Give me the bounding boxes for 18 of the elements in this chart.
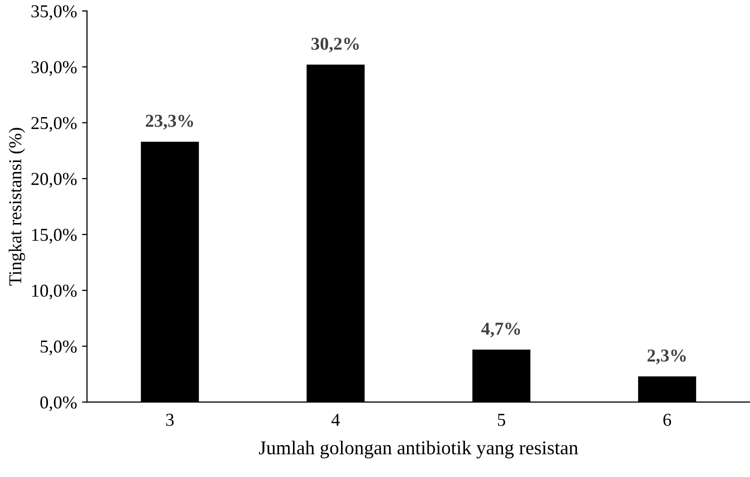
data-label: 2,3% bbox=[648, 349, 686, 364]
y-tick-label: 10,0% bbox=[32, 284, 77, 300]
x-tick-label: 3 bbox=[166, 414, 174, 426]
y-tick-label: 15,0% bbox=[32, 228, 77, 244]
y-tick-label: 5,0% bbox=[40, 340, 77, 356]
y-tick-label: 30,0% bbox=[32, 61, 77, 76]
x-axis-title: Jumlah golongan antibiotik yang resistan bbox=[259, 440, 578, 458]
y-tick-label: 0,0% bbox=[40, 396, 77, 412]
y-axis-title: Tingkat resistansi (%) bbox=[8, 128, 26, 286]
y-tick-label: 35,0% bbox=[32, 5, 77, 20]
data-label: 23,3% bbox=[146, 114, 194, 130]
data-label: 4,7% bbox=[481, 322, 520, 338]
data-label: 30,2% bbox=[311, 38, 359, 52]
x-tick-label: 5 bbox=[498, 414, 506, 426]
y-tick-label: 20,0% bbox=[31, 172, 77, 188]
x-tick-label: 6 bbox=[663, 414, 672, 426]
x-tick-label: 4 bbox=[331, 414, 340, 426]
y-tick-label: 25,0% bbox=[31, 116, 77, 132]
